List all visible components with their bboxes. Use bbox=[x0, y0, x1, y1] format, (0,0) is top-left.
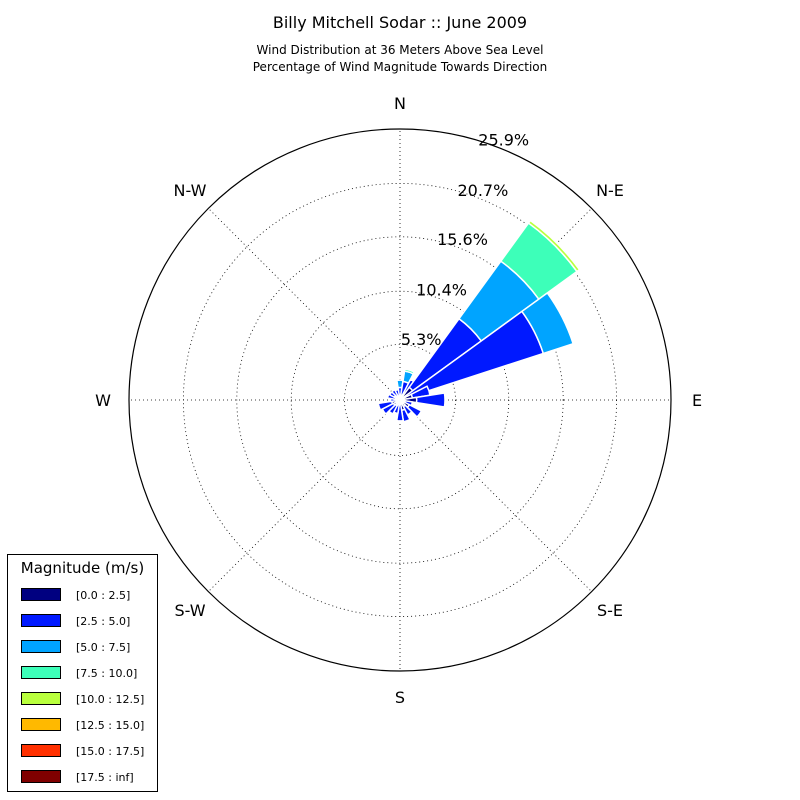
legend-label: [10.0 : 12.5] bbox=[76, 693, 145, 706]
ring-gridline bbox=[236, 236, 564, 564]
chart-subtitle-line1: Wind Distribution at 36 Meters Above Sea… bbox=[257, 43, 544, 57]
radial-tick-label: 5.3% bbox=[401, 330, 442, 349]
legend-label: [15.0 : 17.5] bbox=[76, 745, 145, 758]
wind-bar-segment bbox=[415, 392, 446, 408]
legend-label: [17.5 : inf] bbox=[76, 771, 134, 784]
legend-swatch bbox=[21, 744, 61, 757]
direction-label: S-E bbox=[597, 601, 623, 620]
wind-bar-segment bbox=[377, 400, 394, 411]
direction-label: W bbox=[95, 391, 111, 410]
direction-label: N bbox=[394, 94, 406, 113]
legend: Magnitude (m/s) [0.0 : 2.5] [2.5 : 5.0] [5… bbox=[7, 554, 158, 792]
wind-bar-segment bbox=[520, 291, 575, 355]
chart-subtitle-line2: Percentage of Wind Magnitude Towards Dir… bbox=[253, 60, 547, 74]
ring-gridline bbox=[344, 344, 456, 456]
direction-label: N-W bbox=[174, 181, 207, 200]
ring-gridline bbox=[290, 290, 510, 510]
direction-label: E bbox=[692, 391, 702, 410]
wind-bar-segment bbox=[390, 388, 400, 399]
legend-swatch bbox=[21, 692, 61, 705]
wind-bars bbox=[377, 219, 581, 423]
legend-swatch bbox=[21, 666, 61, 679]
direction-label: N-E bbox=[596, 181, 624, 200]
radial-tick-label: 15.6% bbox=[437, 230, 488, 249]
axis-labels: N N-E E S-E S S-W W N-W 5.3% 10.4% 15.6% 20.7% 25.9% bbox=[95, 94, 702, 707]
radial-tick-label: 25.9% bbox=[478, 131, 529, 150]
wind-bar-segment bbox=[394, 388, 401, 399]
radial-gridline bbox=[399, 399, 592, 592]
legend-swatch bbox=[21, 614, 61, 627]
legend-label: [7.5 : 10.0] bbox=[76, 667, 138, 680]
direction-label: S-W bbox=[174, 601, 205, 620]
ring-gridline bbox=[182, 182, 618, 618]
radial-tick-label: 10.4% bbox=[416, 281, 467, 300]
legend-swatch bbox=[21, 770, 61, 783]
direction-label: S bbox=[395, 688, 405, 707]
wind-bar-segment bbox=[406, 403, 423, 419]
legend-label: [0.0 : 2.5] bbox=[76, 589, 131, 602]
legend-title: Magnitude (m/s) bbox=[20, 559, 145, 577]
polar-grid bbox=[128, 128, 672, 672]
legend-swatch bbox=[21, 640, 61, 653]
chart-title: Billy Mitchell Sodar :: June 2009 bbox=[273, 13, 527, 32]
radial-gridline bbox=[208, 399, 401, 592]
legend-label: [12.5 : 15.0] bbox=[76, 719, 145, 732]
radial-tick-label: 20.7% bbox=[457, 181, 508, 200]
legend-label: [5.0 : 7.5] bbox=[76, 641, 131, 654]
wind-bar-segment bbox=[527, 219, 581, 273]
outer-ring bbox=[128, 128, 672, 672]
legend-label: [2.5 : 5.0] bbox=[76, 615, 131, 628]
wind-bar-segment bbox=[395, 403, 405, 422]
wind-bar-segment bbox=[400, 408, 411, 423]
legend-swatch bbox=[21, 588, 61, 601]
radial-gridline bbox=[208, 208, 401, 401]
legend-swatch bbox=[21, 718, 61, 731]
wind-bar-segment bbox=[403, 368, 416, 375]
